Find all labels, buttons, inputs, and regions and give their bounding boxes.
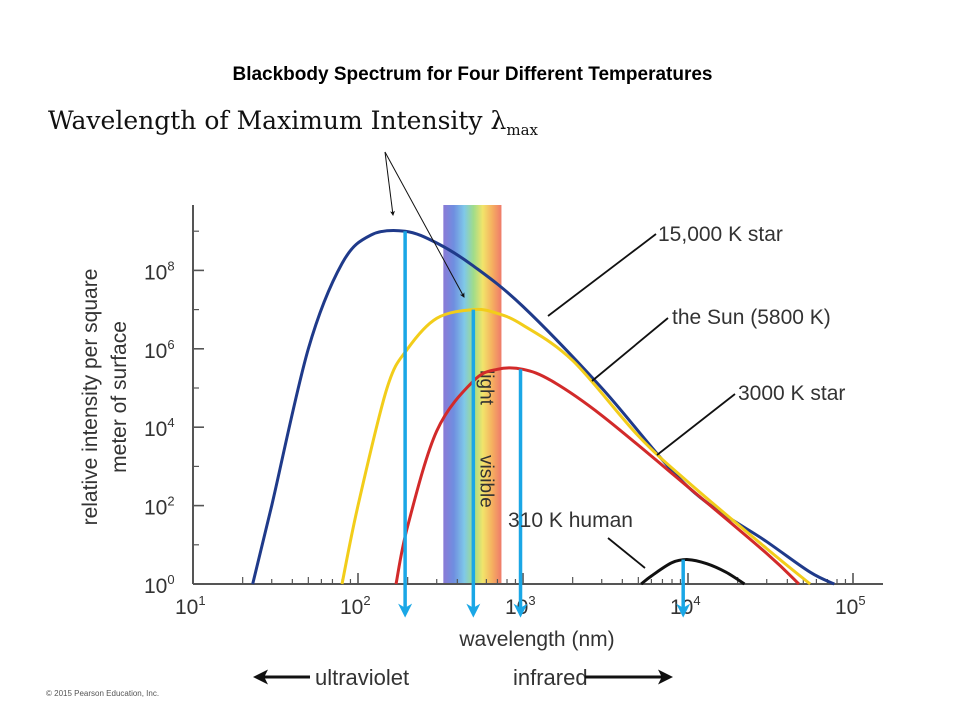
series-labels: 15,000 K star the Sun (5800 K) 3000 K star… — [508, 223, 845, 569]
light-label: light — [475, 370, 496, 406]
label-3000-k-star: 3000 K star — [738, 382, 845, 405]
label-310-k-human: 310 K human — [508, 509, 633, 532]
label-the-sun-5800-k: the Sun (5800 K) — [672, 306, 831, 329]
y-tick-label: 106 — [144, 337, 175, 363]
curve-the-sun-5800-k — [340, 307, 812, 586]
y-tick-label: 102 — [144, 494, 175, 520]
visible-label: visible — [475, 455, 496, 508]
curve-310-k-human — [640, 558, 746, 586]
lambda-pointer-lines — [384, 151, 465, 298]
band-labels: ultraviolet infrared — [253, 665, 673, 690]
x-tick-label: 105 — [835, 593, 866, 619]
ultraviolet-label: ultraviolet — [315, 665, 409, 690]
leader-3000-k-star — [656, 393, 736, 456]
curves — [251, 228, 835, 586]
lambda-max-subscript: max — [506, 121, 538, 139]
leader-15-000-k-star — [547, 233, 657, 317]
y-tick-label: 108 — [144, 258, 175, 284]
leader-the-sun-5800-k — [591, 317, 669, 382]
x-tick-label: 104 — [670, 593, 701, 619]
slide-title: Blackbody Spectrum for Four Different Te… — [232, 64, 713, 85]
x-axis-title: wavelength (nm) — [458, 628, 614, 651]
x-tick-label: 101 — [175, 593, 206, 619]
pointer-line-2 — [384, 151, 465, 298]
copyright: © 2015 Pearson Education, Inc. — [46, 689, 160, 698]
label-15-000-k-star: 15,000 K star — [658, 223, 783, 246]
x-tick-label: 102 — [340, 593, 371, 619]
y-tick-label: 104 — [144, 415, 175, 441]
axes: 101102103104105100102104106108wavelength… — [79, 205, 883, 651]
lambda-max-heading: Wavelength of Maximum Intensity λmax — [48, 106, 538, 139]
peak-arrows — [398, 231, 691, 618]
leader-310-k-human — [607, 537, 646, 569]
infrared-label: infrared — [513, 665, 588, 690]
y-axis-title: relative intensity per square meter of su… — [79, 269, 131, 526]
pointer-line-1 — [384, 151, 395, 216]
curve-3000-k-star — [394, 366, 800, 586]
lambda-max-text: Wavelength of Maximum Intensity λ — [48, 106, 507, 135]
y-tick-label: 100 — [144, 572, 175, 598]
